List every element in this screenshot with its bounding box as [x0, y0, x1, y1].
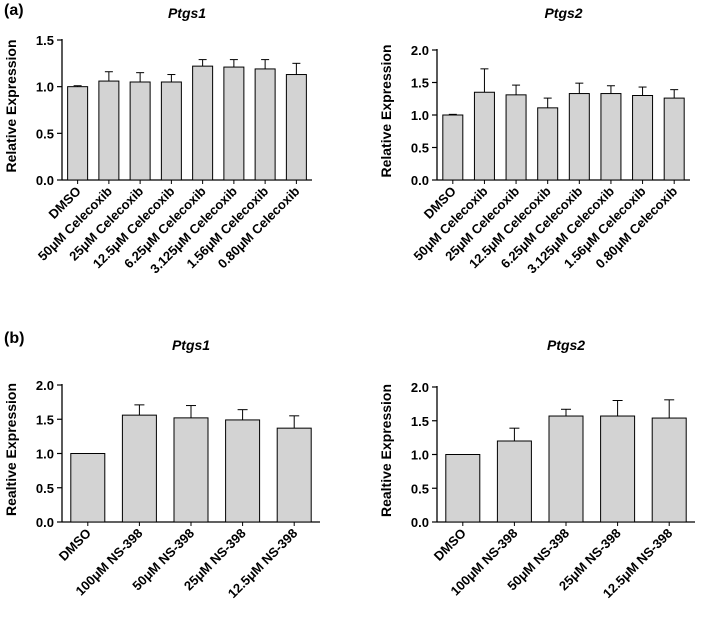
bar: [663, 97, 685, 181]
bar: [98, 80, 120, 181]
y-tick-label: 0.5: [411, 141, 429, 156]
y-tick-label: 1.5: [36, 412, 54, 427]
bar: [473, 91, 495, 181]
bar: [121, 414, 157, 523]
y-tick-label: 1.5: [411, 76, 429, 91]
bar: [442, 114, 464, 181]
y-tick-label: 0.0: [411, 515, 429, 530]
bar: [67, 86, 89, 181]
y-tick-label: 0.0: [411, 173, 429, 188]
bar: [651, 417, 687, 523]
y-tick-label: 1.5: [36, 33, 54, 48]
y-tick-label: 1.5: [411, 414, 429, 429]
chart-title: Ptgs2: [544, 5, 582, 21]
panel-label-b: (b): [4, 330, 25, 347]
bar: [600, 415, 636, 523]
y-tick-label: 0.5: [411, 481, 429, 496]
y-axis-label: Realtive Expression: [378, 384, 394, 517]
bar: [254, 68, 276, 181]
bar: [537, 107, 559, 181]
bar: [445, 454, 481, 523]
chart-title: Ptgs2: [547, 337, 585, 353]
y-tick-label: 0.5: [36, 126, 54, 141]
bar: [276, 427, 312, 523]
bar: [70, 453, 106, 523]
y-tick-label: 1.0: [36, 80, 54, 95]
y-tick-label: 2.0: [36, 378, 54, 393]
chart-b-ptgs1: Ptgs1 Realtive Expression 0.0 0.5 1.0 1.5 2.0 D…: [0, 330, 360, 632]
bar: [496, 440, 532, 523]
y-tick-label: 0.0: [36, 515, 54, 530]
y-axis-label: Relative Expression: [378, 44, 394, 177]
bar: [548, 415, 584, 523]
chart-title: Ptgs1: [168, 5, 206, 21]
chart-a-ptgs2: Ptgs2 Relative Expression 0.0 0.5 1.0 1.5 2.0 D…: [360, 0, 709, 320]
y-tick-label: 0.0: [36, 173, 54, 188]
bar: [505, 94, 527, 181]
chart-svg: Ptgs1 Realtive Expression 0.0 0.5 1.0 1.5 2.0 D…: [3, 337, 320, 601]
bar: [223, 66, 245, 181]
y-tick-label: 1.0: [411, 448, 429, 463]
y-tick-label: 1.0: [411, 108, 429, 123]
bar: [632, 95, 654, 181]
panel-label-a: (a): [4, 2, 24, 19]
y-axis-label: Relative Expression: [3, 39, 19, 172]
bar: [160, 81, 182, 181]
chart-title: Ptgs1: [172, 337, 210, 353]
x-tick-label: DMSO: [56, 526, 94, 564]
y-axis-label: Realtive Expression: [3, 383, 19, 516]
chart-a-ptgs1: Ptgs1 Relative Expression 0.0 0.5 1.0 1.5 DMSO…: [0, 0, 360, 320]
bar: [173, 417, 209, 523]
chart-svg: Ptgs2 Realtive Expression 0.0 0.5 1.0 1.5 2.0 D…: [378, 337, 695, 601]
chart-b-ptgs2: Ptgs2 Realtive Expression 0.0 0.5 1.0 1.5 2.0 D…: [360, 330, 709, 632]
y-tick-label: 1.0: [36, 447, 54, 462]
y-tick-label: 2.0: [411, 380, 429, 395]
bar: [285, 74, 307, 181]
bar: [192, 65, 214, 181]
bar: [600, 93, 622, 181]
y-tick-label: 0.5: [36, 481, 54, 496]
y-tick-label: 2.0: [411, 43, 429, 58]
x-tick-label: DMSO: [431, 526, 469, 564]
bar: [129, 81, 151, 181]
bar: [568, 93, 590, 181]
bar: [225, 419, 261, 523]
